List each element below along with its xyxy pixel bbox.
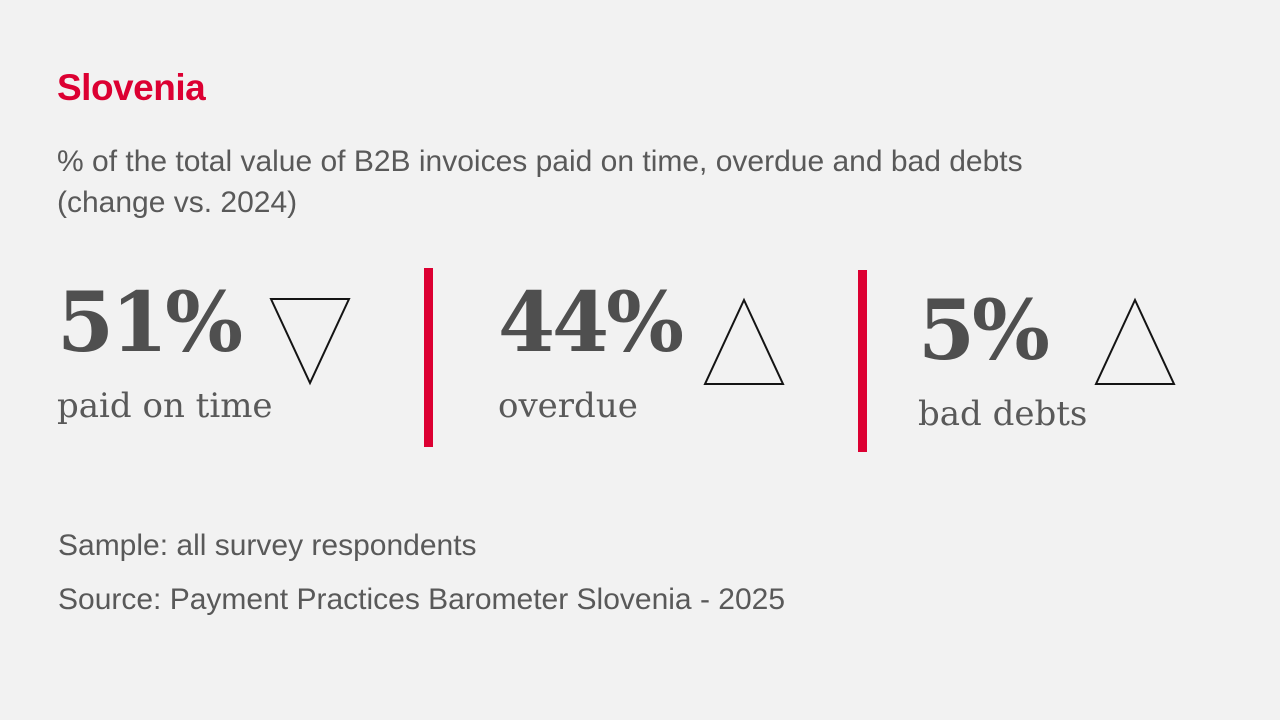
stat-value-overdue: 44% <box>498 275 684 371</box>
subtitle-line-2: (change vs. 2024) <box>57 186 298 219</box>
source-note: Source: Payment Practices Barometer Slov… <box>58 583 786 616</box>
chart-subtitle: % of the total value of B2B invoices pai… <box>57 141 1023 223</box>
red-divider <box>858 270 867 452</box>
stat-bad-debts: 5% bad debts <box>918 276 1278 434</box>
sample-note: Sample: all survey respondents <box>58 529 477 562</box>
stat-paid-on-time: 51% paid on time <box>57 268 417 426</box>
stat-value-bad-debts: 5% <box>918 283 1050 379</box>
page-title: Slovenia <box>57 67 206 108</box>
red-divider <box>424 268 433 447</box>
stat-overdue: 44% overdue <box>498 268 853 426</box>
stat-label-overdue: overdue <box>498 386 638 426</box>
stat-label-paid-on-time: paid on time <box>57 386 273 426</box>
triangle-down-icon <box>269 298 351 386</box>
triangle-up-icon <box>703 297 785 385</box>
stat-label-bad-debts: bad debts <box>918 394 1088 434</box>
triangle-up-icon <box>1094 297 1176 385</box>
stat-value-paid-on-time: 51% <box>57 275 243 371</box>
subtitle-line-1: % of the total value of B2B invoices pai… <box>57 145 1023 178</box>
